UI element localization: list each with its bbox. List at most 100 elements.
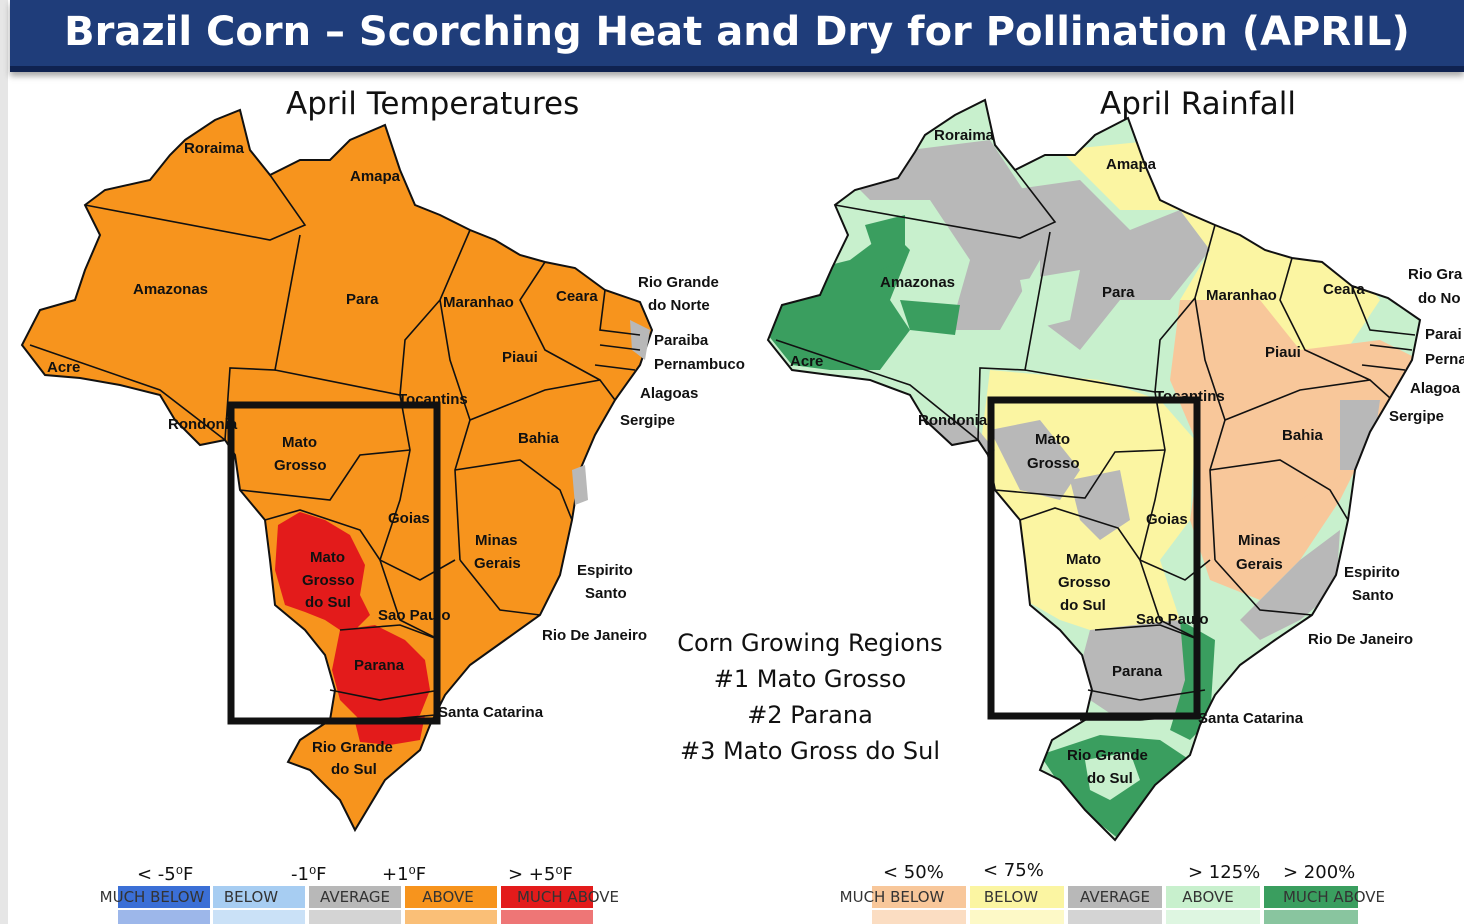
rain-label-minas-2: Gerais: [1236, 556, 1283, 573]
rain-cat-below: BELOW: [983, 888, 1039, 906]
rain-label-rio-grande-norte: Rio Gra: [1408, 266, 1463, 283]
label-pernambuco: Pernambuco: [654, 356, 745, 373]
corn-region-1: #1 Mato Grosso: [713, 665, 907, 693]
temp-corn-region-box: [227, 401, 441, 725]
temperature-map: Roraima Amapa Amazonas Para Maranhao Cea…: [20, 108, 745, 833]
rain-swatch-much-below-sub: [872, 910, 966, 924]
rain-label-mato-grosso-2: Grosso: [1027, 455, 1080, 472]
rain-label-ms-1: Mato: [1066, 551, 1101, 568]
rain-label-goias: Goias: [1146, 511, 1188, 528]
rain-label-santa-catarina: Santa Catarina: [1198, 710, 1304, 727]
temp-swatch-above: [405, 886, 497, 908]
rain-label-paraiba: Parai: [1425, 326, 1462, 343]
rain-label-parana: Parana: [1112, 663, 1163, 680]
label-bahia: Bahia: [518, 430, 560, 447]
label-rio-de-janeiro: Rio De Janeiro: [542, 627, 647, 644]
rain-cat-above: ABOVE: [1182, 888, 1234, 906]
label-ms-1: Mato: [310, 549, 345, 566]
temp-threshold-1: < -5⁰F: [137, 864, 194, 885]
rain-swatch-below-sub: [970, 910, 1064, 924]
temp-cat-much-below: MUCH BELOW: [99, 888, 205, 906]
label-piaui: Piaui: [502, 349, 538, 366]
label-espirito-1: Espirito: [577, 562, 633, 579]
temp-swatch-above-sub: [405, 910, 497, 924]
rain-threshold-3: > 125%: [1188, 862, 1261, 883]
title-bar: Brazil Corn – Scorching Heat and Dry for…: [10, 0, 1464, 72]
rain-label-amazonas: Amazonas: [880, 274, 955, 291]
label-amazonas: Amazonas: [133, 281, 208, 298]
rain-label-pernambuco: Perna: [1425, 351, 1464, 368]
label-espirito-2: Santo: [585, 585, 627, 602]
label-sao-paulo: Sao Paulo: [378, 607, 451, 624]
rain-label-espirito-2: Santo: [1352, 587, 1394, 604]
temp-swatch-average: [309, 886, 401, 908]
rain-label-bahia: Bahia: [1282, 427, 1324, 444]
window-edge: [0, 0, 8, 924]
rain-threshold-4: > 200%: [1283, 862, 1356, 883]
label-minas-1: Minas: [475, 532, 518, 549]
label-rondonia: Rondonia: [168, 416, 238, 433]
corn-regions-heading: Corn Growing Regions: [677, 629, 943, 657]
temp-state-labels: Roraima Amapa Amazonas Para Maranhao Cea…: [47, 140, 745, 778]
rain-label-ceara: Ceara: [1323, 281, 1365, 298]
corn-regions: Corn Growing Regions #1 Mato Grosso #2 P…: [650, 625, 970, 769]
temp-swatch-much-above: [501, 886, 593, 908]
label-parana: Parana: [354, 657, 405, 674]
label-sergipe: Sergipe: [620, 412, 675, 429]
temp-swatch-below-sub: [213, 910, 305, 924]
rain-state-labels: Roraima Amapa Amazonas Para Maranhao Cea…: [790, 127, 1464, 787]
temp-swatch-much-below: [118, 886, 210, 908]
label-santa-catarina: Santa Catarina: [438, 704, 544, 721]
rainfall-map: Roraima Amapa Amazonas Para Maranhao Cea…: [766, 98, 1464, 842]
label-amapa: Amapa: [350, 168, 401, 185]
rain-swatch-much-above-sub: [1264, 910, 1358, 924]
label-alagoas: Alagoas: [640, 385, 698, 402]
temp-threshold-2: -1⁰F: [291, 864, 327, 885]
rain-label-mato-grosso-1: Mato: [1035, 431, 1070, 448]
label-ms-2: Grosso: [302, 572, 355, 589]
label-maranhao: Maranhao: [443, 294, 514, 311]
temp-threshold-4: > +5⁰F: [508, 864, 573, 885]
rain-label-rio-de-janeiro: Rio De Janeiro: [1308, 631, 1413, 648]
rain-swatch-average-sub: [1068, 910, 1162, 924]
rain-threshold-1: < 50%: [883, 862, 944, 883]
temp-threshold-3: +1⁰F: [382, 864, 427, 885]
rain-threshold-2: < 75%: [983, 860, 1044, 881]
rain-swatch-much-above: [1264, 886, 1358, 908]
label-acre: Acre: [47, 359, 80, 376]
rain-label-sao-paulo: Sao Paulo: [1136, 611, 1209, 628]
rain-label-sergipe: Sergipe: [1389, 408, 1444, 425]
rain-cat-much-above: MUCH ABOVE: [1282, 888, 1385, 906]
rain-label-rondonia: Rondonia: [918, 412, 988, 429]
label-rgs-2: do Sul: [331, 761, 377, 778]
rain-corn-region-box: [987, 396, 1201, 720]
label-ms-3: do Sul: [305, 594, 351, 611]
slide-title: Brazil Corn – Scorching Heat and Dry for…: [64, 9, 1410, 55]
label-rio-grande-norte-2: do Norte: [648, 297, 710, 314]
rain-label-para: Para: [1102, 284, 1135, 301]
label-rio-grande-norte: Rio Grande: [638, 274, 719, 291]
label-minas-2: Gerais: [474, 555, 521, 572]
rain-label-amapa: Amapa: [1106, 156, 1157, 173]
rain-label-ms-3: do Sul: [1060, 597, 1106, 614]
rain-swatch-average: [1068, 886, 1162, 908]
temp-cat-below: BELOW: [223, 888, 279, 906]
rain-label-maranhao: Maranhao: [1206, 287, 1277, 304]
rain-label-espirito-1: Espirito: [1344, 564, 1400, 581]
label-paraiba: Paraiba: [654, 332, 709, 349]
label-mato-grosso-2: Grosso: [274, 457, 327, 474]
rain-cat-much-below: MUCH BELOW: [839, 888, 945, 906]
rain-label-ms-2: Grosso: [1058, 574, 1111, 591]
rain-label-rgs-2: do Sul: [1087, 770, 1133, 787]
label-mato-grosso-1: Mato: [282, 434, 317, 451]
rain-label-alagoas: Alagoa: [1410, 380, 1461, 397]
temp-swatch-average-sub: [309, 910, 401, 924]
label-goias: Goias: [388, 510, 430, 527]
label-rgs-1: Rio Grande: [312, 739, 393, 756]
temp-much-above-area: [275, 512, 430, 745]
temp-swatch-below: [213, 886, 305, 908]
corn-region-3: #3 Mato Gross do Sul: [679, 737, 941, 765]
rain-label-rio-grande-norte-2: do No: [1418, 290, 1461, 307]
label-ceara: Ceara: [556, 288, 598, 305]
temp-map-title: April Temperatures: [286, 86, 580, 122]
